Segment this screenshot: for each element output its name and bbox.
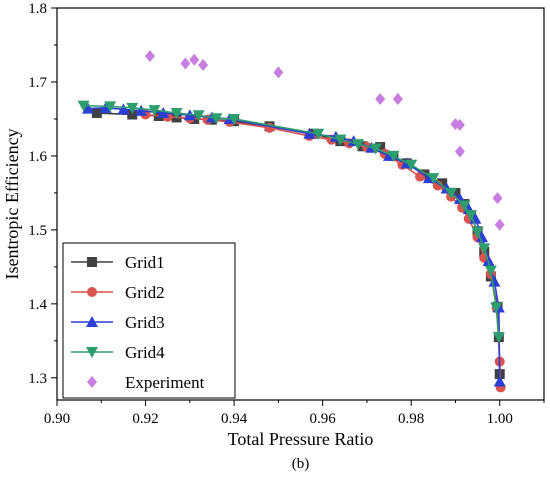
data-point — [104, 101, 117, 113]
data-point — [454, 118, 465, 131]
data-point — [387, 150, 400, 162]
plot-frame — [56, 7, 545, 401]
y-axis-title: Isentropic Efficiency — [2, 128, 22, 279]
plot-border — [56, 7, 545, 401]
legend-label: Grid2 — [125, 283, 165, 302]
data-point — [77, 100, 90, 112]
legend-marker — [86, 347, 98, 358]
data-point — [99, 101, 112, 113]
y-axis-ticks: 1.3 1.4 1.5 1.6 1.7 1.8 — [28, 1, 57, 387]
data-point — [445, 187, 458, 199]
legend-item: Grid1 — [71, 253, 165, 272]
legend-marker — [86, 316, 98, 327]
data-point — [127, 109, 138, 120]
data-point — [135, 104, 148, 116]
data-point — [192, 110, 205, 122]
data-point — [494, 218, 505, 231]
legend-label: Grid1 — [125, 253, 165, 272]
data-point — [303, 127, 316, 139]
data-point — [91, 108, 102, 119]
data-point — [450, 187, 461, 198]
data-point — [334, 134, 347, 146]
data-point — [170, 108, 183, 120]
data-point — [392, 92, 403, 105]
y-tick-label: 1.5 — [28, 223, 47, 239]
data-point — [144, 50, 155, 63]
y-tick-label: 1.6 — [28, 149, 47, 165]
data-point — [488, 275, 501, 287]
data-point — [198, 58, 209, 71]
data-point — [375, 142, 386, 153]
figure-caption: (b) — [292, 456, 310, 472]
data-point — [148, 105, 161, 117]
y-tick-label: 1.4 — [28, 297, 47, 313]
data-point — [484, 265, 497, 277]
data-point — [492, 332, 505, 344]
x-tick-label: 0.98 — [398, 411, 424, 427]
legend-marker — [87, 287, 97, 297]
data-point — [464, 210, 477, 222]
legend-item: Grid2 — [71, 283, 165, 302]
legend-item: Grid4 — [71, 343, 165, 362]
data-point — [117, 103, 130, 115]
legend-label: Grid3 — [125, 313, 165, 332]
data-point — [405, 159, 418, 171]
series-grid4 — [77, 100, 505, 344]
data-point — [81, 102, 94, 114]
data-point — [469, 212, 482, 224]
legend-marker — [87, 257, 97, 267]
x-tick-label: 1.00 — [487, 411, 513, 427]
data-point — [375, 92, 386, 105]
x-tick-label: 0.90 — [44, 411, 70, 427]
data-point — [189, 53, 200, 66]
data-point — [352, 139, 365, 151]
data-point — [454, 145, 465, 158]
y-tick-label: 1.8 — [28, 1, 47, 17]
data-point — [126, 102, 139, 114]
x-tick-label: 0.94 — [221, 411, 248, 427]
data-point — [490, 302, 503, 314]
data-point — [492, 192, 503, 205]
data-point — [471, 227, 484, 239]
series-layer — [77, 50, 506, 393]
data-point — [210, 113, 223, 125]
y-tick-label: 1.7 — [28, 75, 47, 91]
series-experiment — [144, 50, 505, 231]
data-point — [157, 107, 170, 119]
x-tick-label: 0.92 — [132, 411, 158, 427]
legend-item: Grid3 — [71, 313, 165, 332]
legend-marker — [87, 376, 97, 388]
data-point — [369, 143, 382, 155]
x-axis-ticks: 0.90 0.92 0.94 0.96 0.98 1.00 — [44, 400, 545, 427]
legend-label: Experiment — [125, 373, 205, 392]
data-point — [228, 113, 241, 125]
x-axis-title: Total Pressure Ratio — [228, 429, 374, 449]
legend: Grid1 Grid2 Grid3 Grid4 Experiment — [62, 242, 236, 399]
data-point — [180, 57, 191, 70]
x-tick-label: 0.96 — [310, 411, 337, 427]
data-point — [273, 66, 284, 79]
data-point — [478, 243, 491, 255]
y-tick-label: 1.3 — [28, 371, 47, 387]
data-point — [476, 231, 489, 243]
data-point — [312, 128, 325, 140]
data-point — [493, 375, 506, 387]
data-point — [427, 173, 440, 185]
data-point — [458, 200, 471, 212]
legend-label: Grid4 — [125, 343, 165, 362]
legend-item: Experiment — [87, 373, 205, 392]
